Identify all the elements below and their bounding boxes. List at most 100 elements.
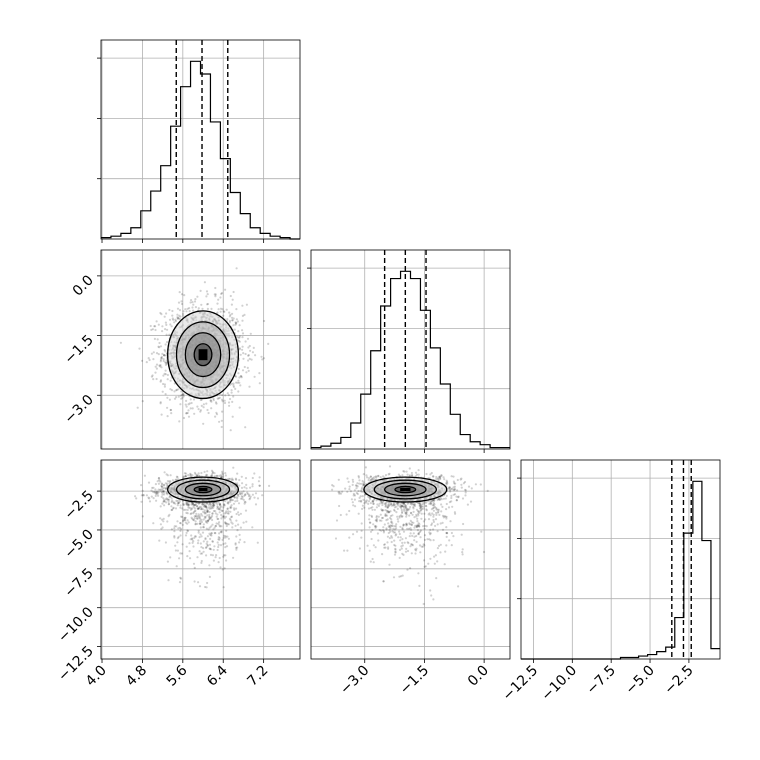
scatter-point <box>199 410 202 413</box>
scatter-point <box>409 519 412 523</box>
scatter-point <box>194 520 197 523</box>
scatter-point <box>155 491 158 494</box>
scatter-point <box>179 534 182 537</box>
scatter-point <box>409 511 413 514</box>
scatter-point <box>210 507 213 510</box>
scatter-point <box>160 413 163 416</box>
scatter-point <box>241 319 244 322</box>
scatter-point <box>154 371 157 374</box>
scatter-point <box>216 513 219 516</box>
scatter-point <box>164 328 167 331</box>
scatter-point <box>387 531 390 535</box>
scatter-point <box>169 556 172 559</box>
scatter-point <box>175 396 178 399</box>
scatter-point <box>239 512 242 515</box>
scatter-point <box>166 482 169 485</box>
scatter-point <box>183 294 186 297</box>
scatter-point <box>245 487 248 490</box>
scatter-point <box>219 474 222 477</box>
scatter-point <box>165 323 168 326</box>
scatter-point <box>179 552 182 555</box>
scatter-point <box>156 338 159 341</box>
scatter-point <box>423 527 426 530</box>
scatter-point <box>214 532 217 535</box>
scatter-point <box>206 519 209 523</box>
scatter-point <box>221 509 224 512</box>
scatter-point <box>187 506 190 509</box>
scatter-point <box>360 529 363 532</box>
scatter-point <box>222 536 225 540</box>
scatter-point <box>348 536 351 539</box>
scatter-point <box>219 503 222 506</box>
scatter-point <box>159 402 162 405</box>
scatter-point <box>197 539 200 542</box>
scatter-point <box>210 532 213 535</box>
scatter-point <box>231 400 234 403</box>
scatter-point <box>399 525 402 528</box>
scatter-point <box>157 353 160 356</box>
scatter-point <box>193 515 196 518</box>
scatter-point <box>401 474 404 477</box>
scatter-point <box>207 503 210 506</box>
scatter-point <box>209 537 212 541</box>
scatter-point <box>348 488 351 491</box>
scatter-point <box>172 501 175 504</box>
scatter-point <box>456 478 459 482</box>
scatter-point <box>245 520 248 523</box>
scatter-point <box>440 498 443 501</box>
scatter-point <box>152 522 155 525</box>
scatter-point <box>206 470 209 473</box>
scatter-point <box>192 309 195 312</box>
scatter-point <box>150 352 153 355</box>
scatter-point <box>180 394 184 397</box>
scatter-point <box>180 293 184 296</box>
scatter-point <box>199 398 202 402</box>
scatter-point <box>198 585 202 588</box>
scatter-point <box>203 505 206 508</box>
scatter-point <box>202 518 205 521</box>
scatter-point <box>349 490 352 493</box>
scatter-point <box>186 529 189 532</box>
scatter-point <box>160 484 163 488</box>
scatter-point <box>362 481 365 484</box>
scatter-point <box>193 503 196 506</box>
scatter-point <box>352 492 355 495</box>
scatter-point <box>414 552 417 555</box>
scatter-point <box>436 547 439 550</box>
scatter-point <box>240 491 243 494</box>
scatter-point <box>241 314 244 317</box>
scatter-point <box>211 514 214 518</box>
scatter-point <box>375 476 378 479</box>
scatter-point <box>176 476 179 479</box>
scatter-point <box>181 396 184 399</box>
scatter-point <box>159 365 162 368</box>
scatter-point <box>221 473 224 476</box>
scatter-point <box>230 479 233 482</box>
scatter-point <box>411 474 414 477</box>
scatter-point <box>157 482 160 485</box>
scatter-point <box>412 532 415 535</box>
scatter-point <box>436 523 439 526</box>
scatter-point <box>393 539 396 542</box>
scatter-point <box>232 382 235 385</box>
scatter-point <box>238 381 241 384</box>
scatter-point <box>436 530 439 533</box>
scatter-point <box>235 308 238 311</box>
scatter-point <box>199 526 202 529</box>
scatter-point <box>159 517 162 520</box>
scatter-point <box>190 516 193 519</box>
scatter-point <box>239 375 242 378</box>
scatter-point <box>351 501 354 504</box>
scatter-point <box>410 523 413 527</box>
scatter-point <box>369 521 372 524</box>
scatter-point <box>394 547 397 550</box>
scatter-point <box>240 375 243 378</box>
scatter-point <box>239 384 242 387</box>
scatter-point <box>186 411 189 415</box>
scatter-point <box>165 492 169 495</box>
scatter-point <box>164 363 167 366</box>
scatter-point <box>196 473 199 476</box>
scatter-point <box>209 516 212 520</box>
scatter-point <box>440 510 443 513</box>
scatter-point <box>435 475 438 479</box>
